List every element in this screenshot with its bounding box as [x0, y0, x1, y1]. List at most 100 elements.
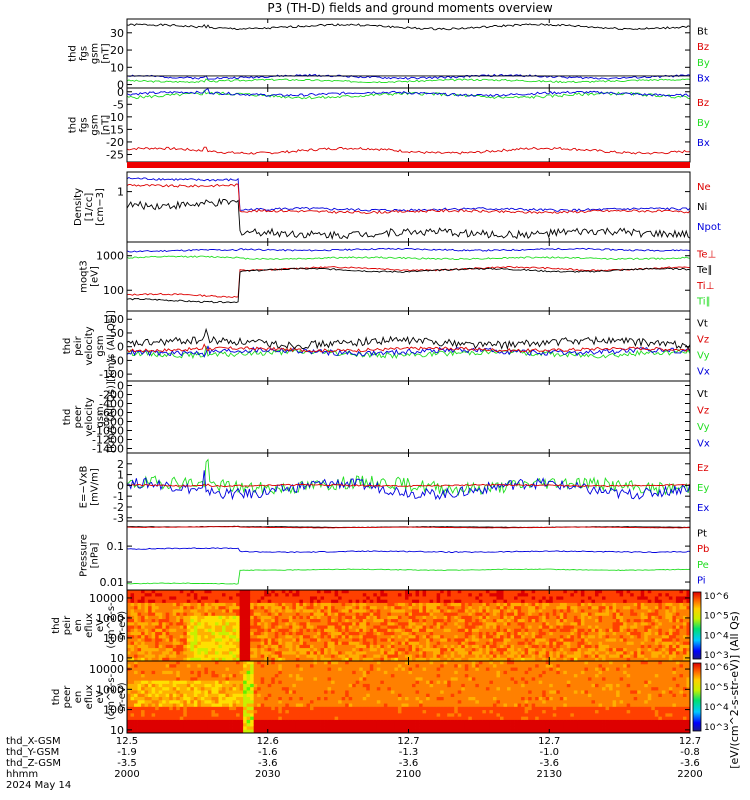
series-Pe	[127, 568, 691, 585]
legend-Vz: Vz	[697, 405, 709, 416]
y-tick-label: 1000	[96, 250, 124, 263]
y-tick-label: 100	[103, 704, 124, 717]
y-tick-label: 100	[103, 284, 124, 297]
x-tick-label: 2000	[114, 769, 139, 780]
x-tick-label: 2130	[537, 769, 562, 780]
series-Vx	[126, 345, 691, 358]
x-tick-label: 12.6	[257, 736, 279, 747]
y-tick-label: -200	[99, 389, 124, 402]
panel-fgs-btot: 0 10 20 30 thdfgsgsm[nT] Bt Bz By Bx	[68, 18, 710, 92]
y-tick-label: 0	[117, 86, 124, 99]
x-tick-label: 12.7	[538, 736, 560, 747]
legend-Te⊥: Te⊥	[696, 249, 716, 260]
x-tick-label: -0.8	[680, 747, 700, 758]
colorbar-tick: 10^6	[704, 663, 729, 673]
y-axis-label: E=−VxB[mV/m]	[79, 466, 101, 509]
y-tick-label: 50	[110, 327, 124, 340]
x-row-name: hhmm	[6, 769, 38, 780]
y-tick-label: -50	[106, 354, 124, 367]
legend-Vt: Vt	[697, 389, 708, 400]
series-By	[126, 78, 691, 84]
y-tick-label: -20	[106, 136, 124, 149]
panel-pressure: 0.01 0.1 Pressure[nPa] Pt Pb Pe Pi	[79, 520, 709, 591]
y-tick-label: 10	[110, 724, 124, 737]
x-tick-label: -1.9	[117, 747, 137, 758]
page-title: P3 (TH-D) fields and ground moments over…	[267, 1, 553, 15]
y-tick-label: -15	[106, 123, 124, 136]
series-Vy	[126, 346, 691, 360]
series-Npot	[126, 176, 691, 212]
legend-Pe: Pe	[697, 560, 709, 571]
legend-Vy: Vy	[697, 351, 710, 362]
x-tick-label: 12.7	[397, 736, 419, 747]
legend-Pi: Pi	[697, 576, 706, 587]
colorbar-tick: 10^4	[704, 703, 729, 713]
y-tick-label: 1000	[96, 612, 124, 625]
y-tick-label: 2	[117, 458, 124, 471]
legend-Bx: Bx	[697, 74, 710, 85]
colorbar-tick: 10^6	[704, 592, 729, 602]
x-tick-label: -3.6	[258, 758, 278, 769]
y-tick-label: 0	[117, 79, 124, 92]
y-axis-label: Pressure[nPa]	[79, 534, 101, 577]
colorbar-peir-spectrogram: 10^3 10^4 10^5 10^6	[692, 591, 729, 661]
series-Bz	[126, 146, 691, 155]
legend-Vz: Vz	[697, 335, 709, 346]
y-axis-label: moqt3[eV]	[79, 260, 101, 293]
series-Pi	[126, 547, 691, 554]
panel-fgs-comp: 0-5-10-15-20-25 thdfgsgsm[nT] Bz By Bx	[68, 86, 710, 163]
x-row-name: thd_Z-GSM	[6, 758, 61, 769]
x-tick-label: 2030	[255, 769, 280, 780]
legend-By: By	[697, 118, 710, 129]
y-tick-label: 1	[117, 186, 124, 199]
y-axis-label: Density[1/cc][cm−3]	[73, 188, 106, 226]
panel-density: 1 Density[1/cc][cm−3] Ne Ni Npot	[73, 171, 721, 243]
legend-Ti∥: Ti∥	[696, 297, 711, 308]
colorbar-label: [eV/(cm^2-s-str-eV)] (All Qs)	[728, 611, 741, 769]
y-axis-label: thdpeerenefluxeV(cm^2-s-sr-eV)	[51, 673, 128, 720]
y-tick-label: 10	[110, 652, 124, 665]
legend-Pt: Pt	[697, 528, 707, 539]
y-tick-label: -1200	[92, 434, 124, 447]
series-Vz	[126, 343, 691, 353]
legend-Vx: Vx	[697, 438, 710, 449]
legend-Te∥: Te∥	[696, 265, 713, 276]
y-tick-label: 30	[110, 27, 124, 40]
y-tick-label: 100	[103, 632, 124, 645]
y-tick-label: -100	[99, 368, 124, 381]
series-Te∥	[126, 267, 691, 304]
y-tick-label: 1000	[96, 683, 124, 696]
y-tick-label: 10	[110, 61, 124, 74]
legend-Pb: Pb	[697, 544, 709, 555]
y-axis-label: thdpeervelocitygsm[km/s (All Qs)]	[62, 381, 117, 453]
y-tick-label: 100	[103, 313, 124, 326]
date-label: 2024 May 14	[6, 780, 71, 791]
x-tick-label: -3.5	[117, 758, 137, 769]
y-tick-label: -3	[113, 512, 124, 525]
y-tick-label: 20	[110, 44, 124, 57]
x-tick-label: 12.7	[679, 736, 701, 747]
y-tick-label: 10000	[89, 663, 124, 676]
x-tick-label: 2100	[396, 769, 421, 780]
x-row-name: thd_X-GSM	[6, 736, 61, 747]
y-axis-label: thdpeirenefluxeV(cm^2-s-sr-eV)	[51, 602, 128, 649]
y-tick-label: -1	[113, 490, 124, 503]
colorbar-tick: 10^4	[704, 631, 729, 641]
y-tick-label: -400	[99, 398, 124, 411]
y-tick-label: 10000	[89, 592, 124, 605]
legend-Ex: Ex	[697, 503, 709, 514]
y-tick-label: 0	[117, 380, 124, 393]
y-tick-label: -1400	[92, 443, 124, 456]
y-axis-label: thdpeirvelocitygsm[km/s (All Qs)]	[62, 310, 117, 382]
colorbar-tick: 10^3	[704, 723, 729, 733]
y-tick-label: 0.01	[100, 576, 125, 589]
legend-Bx: Bx	[697, 138, 710, 149]
y-tick-label: -25	[106, 148, 124, 161]
colorbar-peer-spectrogram: 10^3 10^4 10^5 10^6	[692, 662, 729, 733]
legend-Bz: Bz	[697, 42, 709, 53]
x-tick-label: -3.6	[539, 758, 559, 769]
y-tick-label: -1000	[92, 425, 124, 438]
